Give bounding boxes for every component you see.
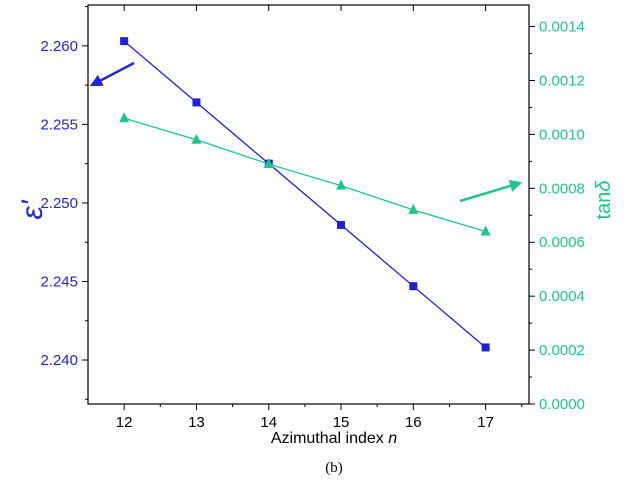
x-axis-ticks: 12 13 14 15 16 17 xyxy=(116,5,523,431)
axis-indicator-arrows xyxy=(89,61,523,203)
triangle-marker xyxy=(408,203,419,214)
triangle-marker xyxy=(480,225,491,236)
left-tick-label: 2.250 xyxy=(40,195,78,212)
left-tick-label: 2.260 xyxy=(40,38,78,55)
triangle-marker xyxy=(119,112,130,123)
left-series-line xyxy=(123,40,487,348)
left-axis-label: ε' xyxy=(16,199,49,219)
left-tick-label: 2.245 xyxy=(40,273,78,290)
right-tick-label: 0.0000 xyxy=(539,396,585,413)
left-tick-label: 2.255 xyxy=(40,116,78,133)
right-tick-label: 0.0002 xyxy=(539,342,585,359)
x-tick-label: 12 xyxy=(116,414,133,431)
right-axis-ticks: 0.0000 0.0002 0.0004 0.0006 0.0008 0.0010 0.00… xyxy=(529,19,585,413)
square-marker xyxy=(337,220,346,229)
left-axis-ticks: 2.240 2.245 2.250 2.255 2.260 xyxy=(40,6,88,400)
x-tick-label: 16 xyxy=(405,414,422,431)
plot-axes xyxy=(87,4,530,405)
square-marker xyxy=(192,98,201,107)
figure-caption: (b) xyxy=(325,460,343,476)
right-tick-label: 0.0004 xyxy=(539,288,585,305)
series-layer xyxy=(119,37,491,352)
right-tick-label: 0.0006 xyxy=(539,234,585,251)
square-marker xyxy=(409,282,418,291)
triangle-marker xyxy=(336,179,347,190)
right-tick-label: 0.0008 xyxy=(539,180,585,197)
triangle-marker xyxy=(263,158,274,169)
x-tick-label: 14 xyxy=(260,414,277,431)
x-axis-label: Azimuthal index n xyxy=(271,430,397,447)
right-tick-label: 0.0010 xyxy=(539,126,585,143)
x-tick-label: 17 xyxy=(477,414,494,431)
triangle-marker xyxy=(191,133,202,144)
x-tick-label: 13 xyxy=(188,414,205,431)
plot-frame xyxy=(87,4,530,405)
right-tick-label: 0.0012 xyxy=(539,72,585,89)
right-axis-label: tanδ xyxy=(593,180,615,220)
square-marker xyxy=(481,343,490,352)
right-series-line xyxy=(123,117,486,233)
right-tick-label: 0.0014 xyxy=(539,19,585,36)
right-axis-arrow xyxy=(459,179,523,203)
left-tick-label: 2.240 xyxy=(40,352,78,369)
x-tick-label: 15 xyxy=(333,414,350,431)
left-axis-arrow xyxy=(89,61,135,87)
square-marker xyxy=(120,37,129,46)
